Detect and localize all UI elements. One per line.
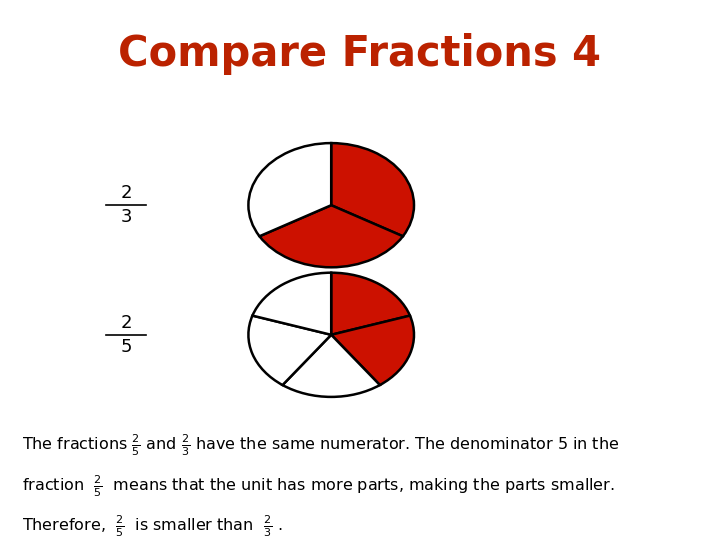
Text: 2: 2 — [120, 184, 132, 202]
Text: 5: 5 — [120, 338, 132, 356]
Text: fraction  $\frac{2}{5}$  means that the unit has more parts, making the parts sm: fraction $\frac{2}{5}$ means that the un… — [22, 473, 614, 499]
Wedge shape — [248, 143, 331, 237]
Wedge shape — [259, 205, 403, 267]
Wedge shape — [282, 335, 380, 397]
Text: The fractions $\frac{2}{5}$ and $\frac{2}{3}$ have the same numerator. The denom: The fractions $\frac{2}{5}$ and $\frac{2… — [22, 433, 619, 458]
Text: 2: 2 — [120, 314, 132, 332]
Wedge shape — [331, 315, 414, 385]
Text: Therefore,  $\frac{2}{5}$  is smaller than  $\frac{2}{3}$ .: Therefore, $\frac{2}{5}$ is smaller than… — [22, 514, 282, 539]
Wedge shape — [248, 315, 331, 385]
Wedge shape — [331, 273, 410, 335]
Wedge shape — [253, 273, 331, 335]
Wedge shape — [331, 143, 414, 237]
Text: 3: 3 — [120, 208, 132, 226]
Text: Compare Fractions 4: Compare Fractions 4 — [119, 33, 601, 75]
